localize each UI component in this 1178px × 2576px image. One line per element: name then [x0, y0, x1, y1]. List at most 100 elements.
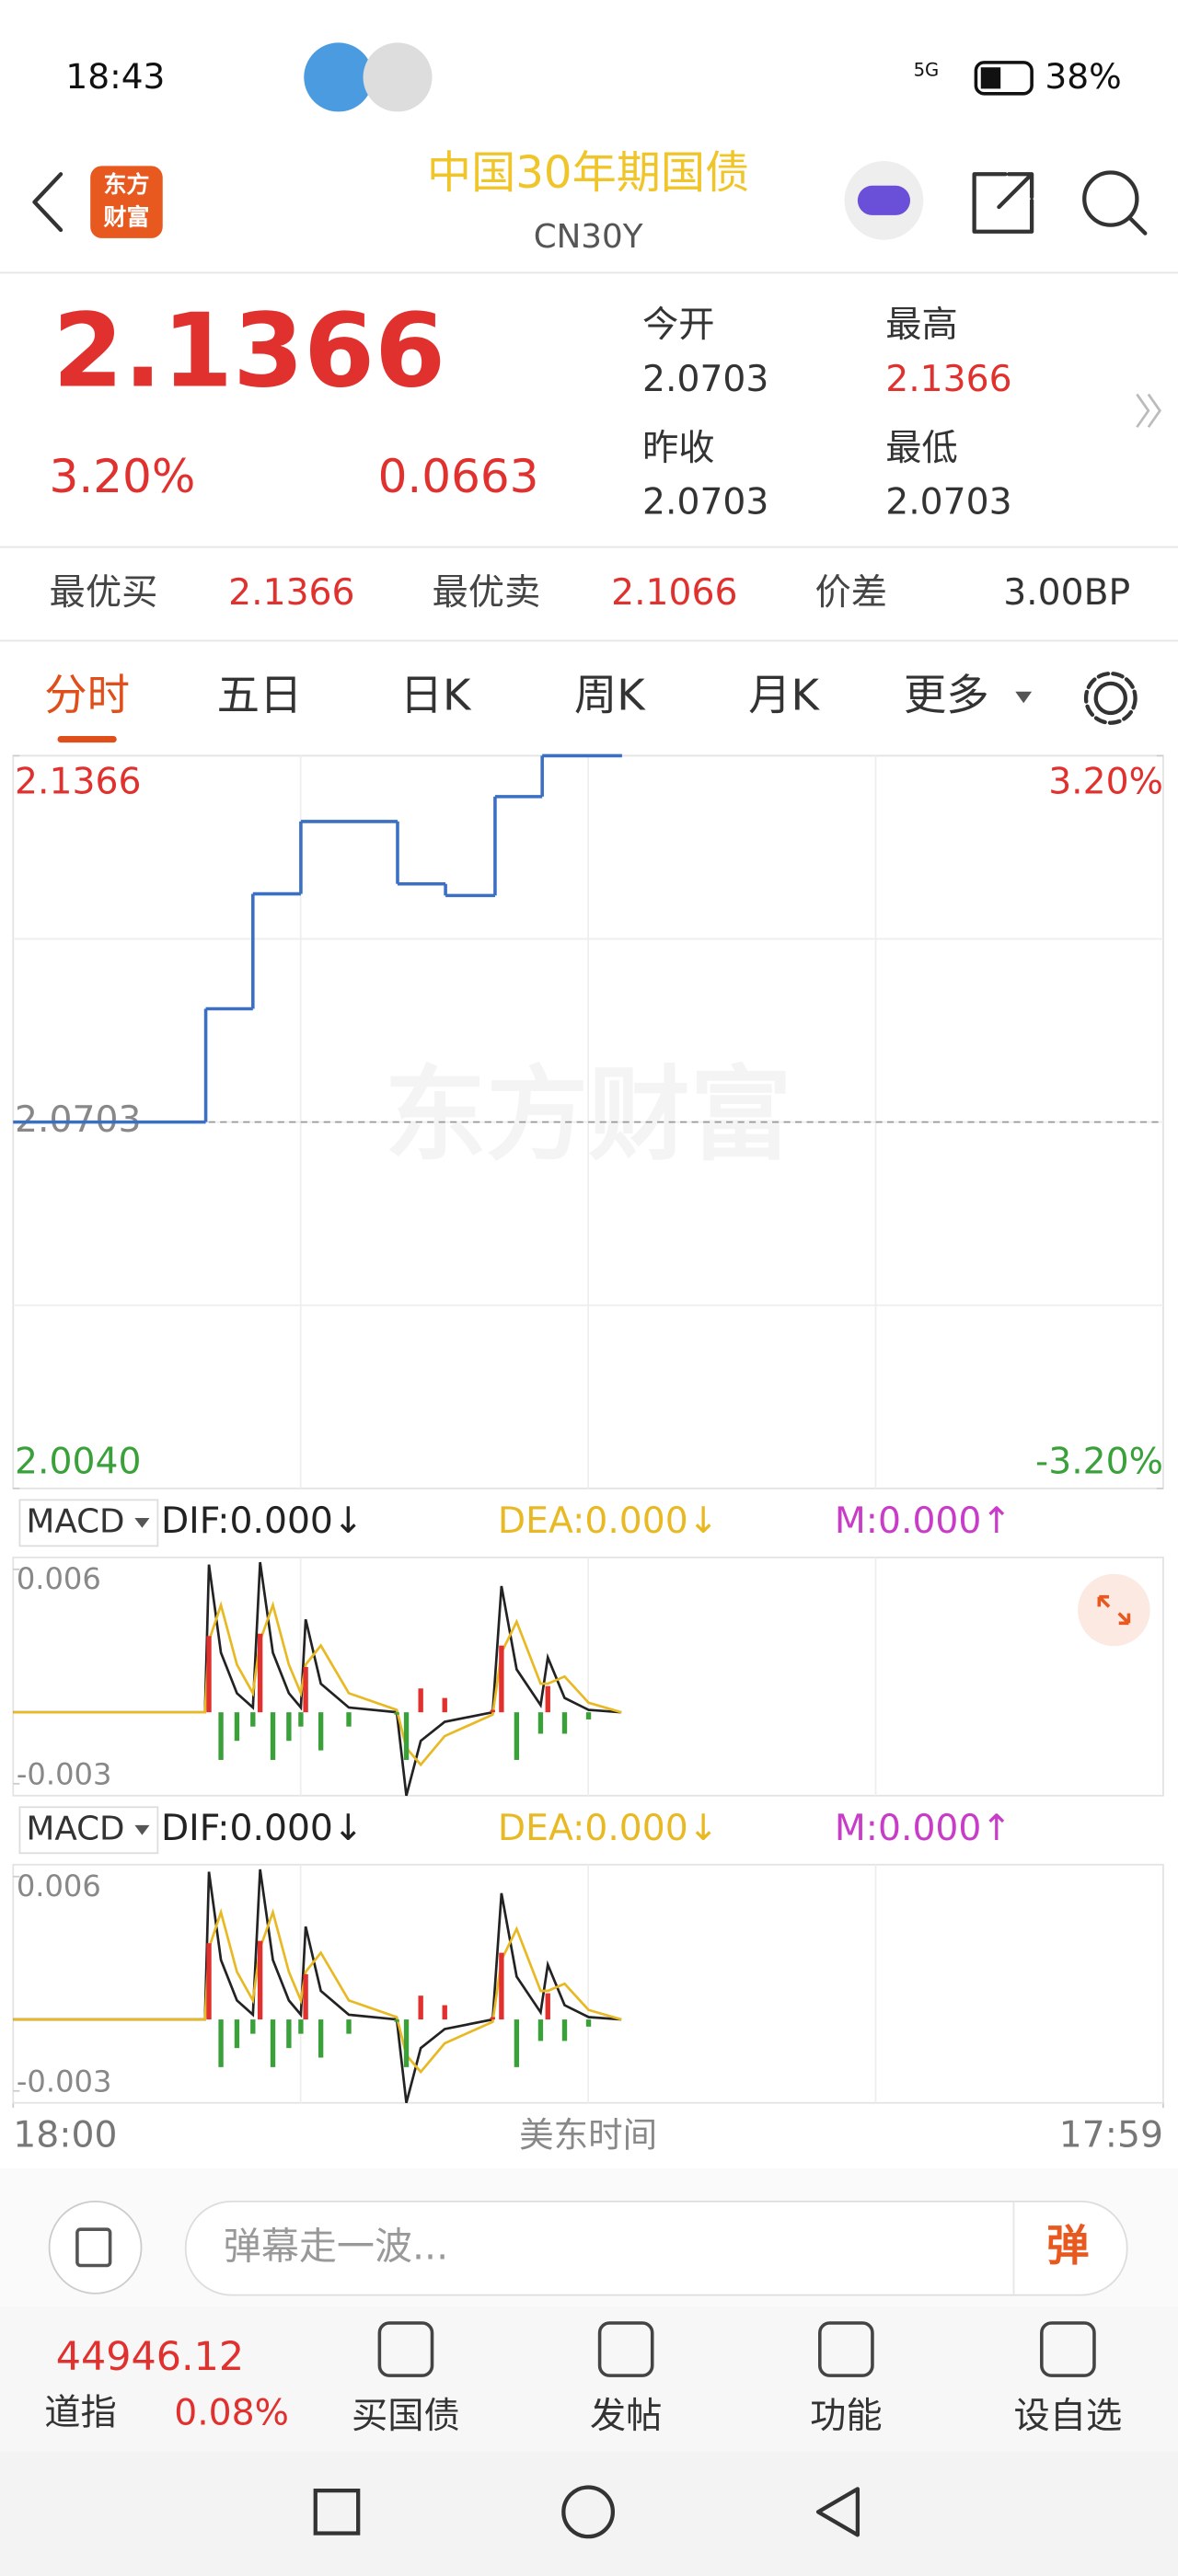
indicator-dropdown [134, 1824, 150, 1835]
nav-icon [377, 2321, 434, 2377]
logo-text: 东方 [103, 171, 149, 198]
logo-text: 财富 [103, 203, 149, 230]
tab-underline [57, 736, 117, 743]
histogram-bar [561, 1712, 568, 1734]
nav-icon [818, 2321, 874, 2377]
header-title: 中国30年期国债 [427, 147, 749, 199]
legend-entry: DEA:0.000↓ [498, 1501, 719, 1542]
histogram-bar [490, 1709, 496, 1713]
histogram-bar [394, 1712, 399, 1715]
histogram-bar [561, 2019, 568, 2041]
ask-label: 最优卖 [433, 572, 541, 614]
open-label: 今开 [642, 305, 715, 346]
settings-button[interactable] [1093, 681, 1128, 716]
histogram-bar [250, 1712, 256, 1727]
histogram-bar [346, 2019, 352, 2034]
histogram-bar [545, 1993, 550, 2020]
histogram-bar [206, 1636, 212, 1713]
x-tick-label: 17:59 [1059, 2115, 1163, 2156]
histogram-bar [346, 1712, 352, 1727]
expand-icon [1097, 1594, 1131, 1626]
legend-entry: DIF:0.000↓ [161, 1808, 364, 1849]
histogram-bar [394, 2019, 399, 2022]
tab[interactable]: 分时 [44, 670, 130, 719]
histogram-bar [206, 1943, 212, 2020]
robot-face [857, 185, 911, 215]
legend-entry: DIF:0.000↓ [161, 1501, 364, 1542]
indicator-name: MACD [27, 1810, 125, 1847]
y-tick-label: -0.003 [17, 2064, 112, 2099]
back-button[interactable] [32, 172, 64, 233]
y-tick-label: 0.006 [17, 1561, 101, 1596]
nav-item[interactable]: 设自选 [1013, 2396, 1122, 2437]
index-value[interactable]: 44946.12 [56, 2334, 244, 2380]
histogram-bar [298, 2019, 304, 2034]
histogram-bar [318, 1712, 324, 1751]
tab-bar: 分时 五日 日K 周K 月K 更多 [44, 670, 989, 743]
tab[interactable]: 更多 [904, 670, 989, 719]
low-value: 2.0703 [885, 482, 1011, 523]
search-button[interactable] [1082, 170, 1139, 227]
tab[interactable]: 五日 [217, 670, 303, 719]
histogram-bar [442, 1697, 447, 1713]
histogram-bar [499, 1645, 504, 1713]
open-value: 2.0703 [642, 359, 768, 400]
share-button[interactable] [972, 172, 1034, 234]
settings-gear [1083, 672, 1138, 725]
histogram-bar [537, 2019, 544, 2041]
recent-button[interactable] [313, 2489, 361, 2536]
histogram-bar [303, 1973, 308, 2020]
histogram-bar [257, 1940, 263, 2020]
histogram-bar [514, 1712, 520, 1760]
y-tick-label: 2.0040 [15, 1442, 141, 1483]
histogram-bar [234, 2019, 240, 2049]
tab[interactable]: 日K [400, 670, 472, 719]
bottom-nav [0, 2306, 1178, 2452]
histogram-bar [499, 1952, 504, 2020]
more-icon [363, 42, 433, 112]
y2-tick-label: -3.20% [1035, 1442, 1163, 1483]
high-value: 2.1366 [885, 359, 1011, 400]
indicator-select[interactable] [18, 1499, 159, 1547]
histogram-bar [403, 1712, 410, 1760]
charts: 东方财富 2.1366 2.0703 2.0040 3.20% -3.20% 18:00 17… [12, 753, 1164, 2156]
bid-value: 2.1366 [228, 572, 354, 614]
bid-label: 最优买 [50, 572, 158, 614]
danmaku-button[interactable]: 弹 [1046, 2221, 1089, 2271]
histogram-bar [442, 2005, 447, 2020]
x-axis-label: 美东时间 [519, 2115, 657, 2156]
indicator-line [13, 1907, 622, 2075]
system-nav [0, 2451, 1178, 2576]
tab[interactable]: 月K [748, 670, 820, 719]
status-time: 18:43 [65, 56, 165, 97]
indicator-select[interactable] [18, 1806, 159, 1855]
histogram-bar [418, 1688, 423, 1713]
comment-placeholder: 弹幕走一波... [224, 2225, 448, 2269]
back-nav-button[interactable] [815, 2487, 860, 2537]
comment-input[interactable] [184, 2200, 1128, 2296]
battery-level [980, 67, 1001, 89]
logo[interactable] [90, 166, 163, 238]
nav-icon [597, 2321, 654, 2377]
y-tick-label: 0.006 [17, 1869, 101, 1903]
histogram-bar [286, 2019, 292, 2049]
comment-settings[interactable] [48, 2200, 143, 2294]
legend-entry: M:0.000↑ [835, 1808, 1011, 1849]
histogram-bar [250, 2019, 256, 2034]
expand-chevron[interactable] [1136, 393, 1161, 429]
nav-item[interactable]: 功能 [810, 2396, 883, 2437]
battery-label: 38% [1045, 56, 1121, 97]
index-change: 0.08% [174, 2392, 289, 2433]
nav-item[interactable]: 买国债 [352, 2396, 460, 2437]
low-label: 最低 [885, 428, 958, 469]
histogram-bar [490, 2017, 496, 2020]
search-handle [1128, 216, 1148, 236]
expand-button[interactable] [1078, 1573, 1150, 1647]
home-button[interactable] [561, 2485, 616, 2539]
nav-item[interactable]: 发帖 [590, 2396, 663, 2437]
histogram-bar [270, 1712, 276, 1760]
tab[interactable]: 周K [574, 670, 646, 719]
nav-items: 买国债 发帖 功能 设自选 [352, 2321, 1122, 2437]
ask-value: 2.1066 [611, 572, 737, 614]
